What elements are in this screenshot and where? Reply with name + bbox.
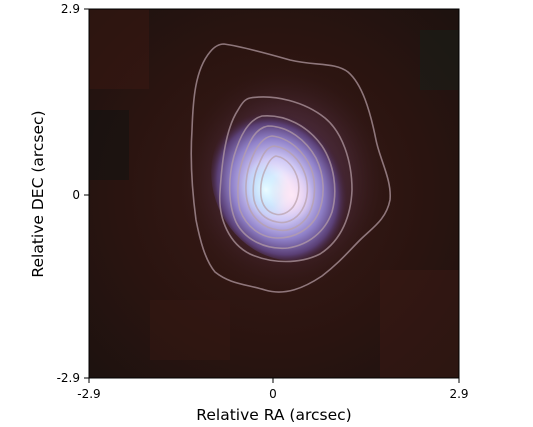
contour-level-5: [245, 135, 316, 232]
noise-patch: [89, 110, 129, 180]
contour-level-3: [228, 115, 336, 250]
contour-level-7: [259, 155, 300, 216]
y-axis-title: Relative DEC (arcsec): [29, 110, 47, 277]
contour-level-1: [190, 43, 391, 293]
sky-image: [89, 9, 459, 378]
contour-level-6: [252, 145, 309, 224]
noise-patch: [89, 9, 149, 89]
y-tick-label: 2.9: [61, 2, 80, 16]
noise-patch: [380, 270, 459, 378]
contour-level-2: [219, 96, 353, 263]
x-tick-label: 2.9: [449, 387, 468, 401]
plot-frame: [88, 8, 460, 379]
y-axis: 2.9 0 -2.9 Relative DEC (arcsec): [29, 2, 89, 385]
x-tick-label: 0: [269, 387, 277, 401]
contours: [190, 43, 391, 293]
x-tick-label: -2.9: [77, 387, 100, 401]
x-axis-title: Relative RA (arcsec): [196, 406, 351, 424]
y-tick-label: -2.9: [57, 371, 80, 385]
noise-patch: [420, 30, 459, 90]
contour-level-4: [237, 125, 324, 239]
noise-patch: [150, 300, 230, 360]
x-axis: -2.9 0 2.9 Relative RA (arcsec): [77, 378, 469, 424]
y-tick-label: 0: [72, 188, 80, 202]
